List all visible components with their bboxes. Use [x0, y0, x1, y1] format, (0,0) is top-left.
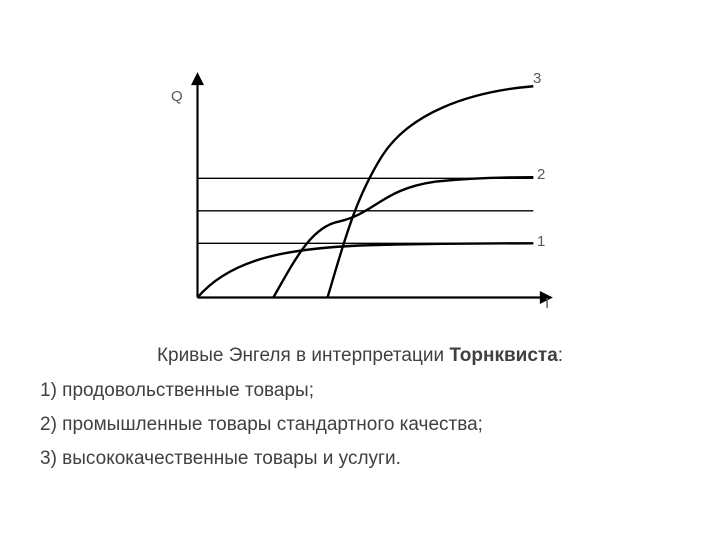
caption-suffix: : — [558, 345, 563, 366]
y-axis-arrow — [191, 72, 204, 85]
chart-caption: Кривые Энгеля в интерпретации Торнквиста… — [0, 345, 720, 367]
curve-3-label: 3 — [533, 70, 541, 87]
curve-2-label: 2 — [537, 166, 545, 183]
page: Q I 1 2 3 Кривые Энгеля в интерпретации … — [0, 0, 720, 540]
chart-svg — [165, 70, 555, 330]
curve-2 — [273, 177, 533, 297]
engel-chart: Q I 1 2 3 — [165, 70, 555, 330]
y-axis-label: Q — [171, 88, 183, 105]
caption-bold: Торнквиста — [449, 345, 557, 366]
caption-prefix: Кривые Энгеля в интерпретации — [157, 345, 449, 366]
legend-item-1: 1) продовольственные товары; — [40, 380, 314, 402]
curve-3 — [328, 86, 534, 297]
legend-item-2: 2) промышленные товары стандартного каче… — [40, 414, 483, 436]
legend-item-3: 3) высококачественные товары и услуги. — [40, 448, 401, 470]
x-axis-label: I — [545, 295, 549, 312]
curve-1-label: 1 — [537, 233, 545, 250]
curve-1 — [198, 243, 534, 297]
